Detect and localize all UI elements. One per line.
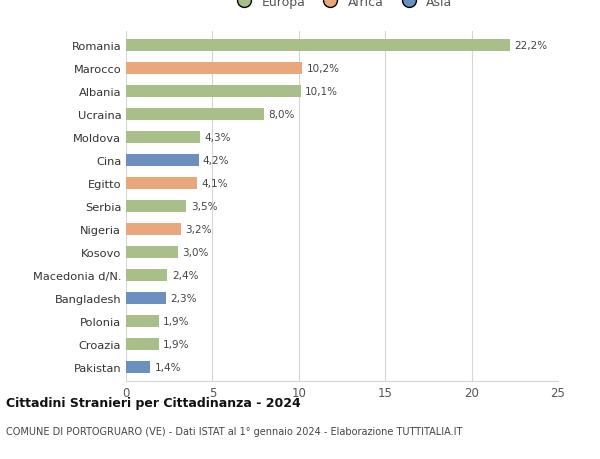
Bar (126, 177, 197, 190)
Bar (126, 223, 181, 236)
Text: 4,3%: 4,3% (205, 133, 231, 143)
Text: 1,9%: 1,9% (163, 316, 190, 326)
Text: 4,2%: 4,2% (203, 156, 229, 166)
Text: 3,0%: 3,0% (182, 247, 209, 257)
Legend: Europa, Africa, Asia: Europa, Africa, Asia (229, 0, 455, 11)
Bar (126, 85, 301, 98)
Text: 1,4%: 1,4% (155, 362, 181, 372)
Text: 3,2%: 3,2% (185, 224, 212, 235)
Bar (126, 200, 187, 213)
Text: 22,2%: 22,2% (514, 41, 547, 51)
Text: 8,0%: 8,0% (269, 110, 295, 120)
Bar (126, 269, 167, 282)
Text: COMUNE DI PORTOGRUARO (VE) - Dati ISTAT al 1° gennaio 2024 - Elaborazione TUTTIT: COMUNE DI PORTOGRUARO (VE) - Dati ISTAT … (6, 426, 463, 436)
Bar (126, 246, 178, 259)
Bar (126, 154, 199, 167)
Text: 1,9%: 1,9% (163, 339, 190, 349)
Text: Cittadini Stranieri per Cittadinanza - 2024: Cittadini Stranieri per Cittadinanza - 2… (6, 396, 301, 409)
Text: 2,4%: 2,4% (172, 270, 198, 280)
Text: 10,1%: 10,1% (305, 87, 338, 97)
Text: 10,2%: 10,2% (307, 64, 340, 74)
Bar (126, 62, 302, 75)
Bar (126, 361, 150, 374)
Text: 2,3%: 2,3% (170, 293, 197, 303)
Bar (126, 39, 509, 52)
Bar (126, 108, 264, 121)
Bar (126, 131, 200, 144)
Bar (126, 315, 159, 328)
Text: 3,5%: 3,5% (191, 202, 217, 212)
Bar (126, 338, 159, 351)
Bar (126, 292, 166, 305)
Text: 4,1%: 4,1% (201, 179, 227, 189)
